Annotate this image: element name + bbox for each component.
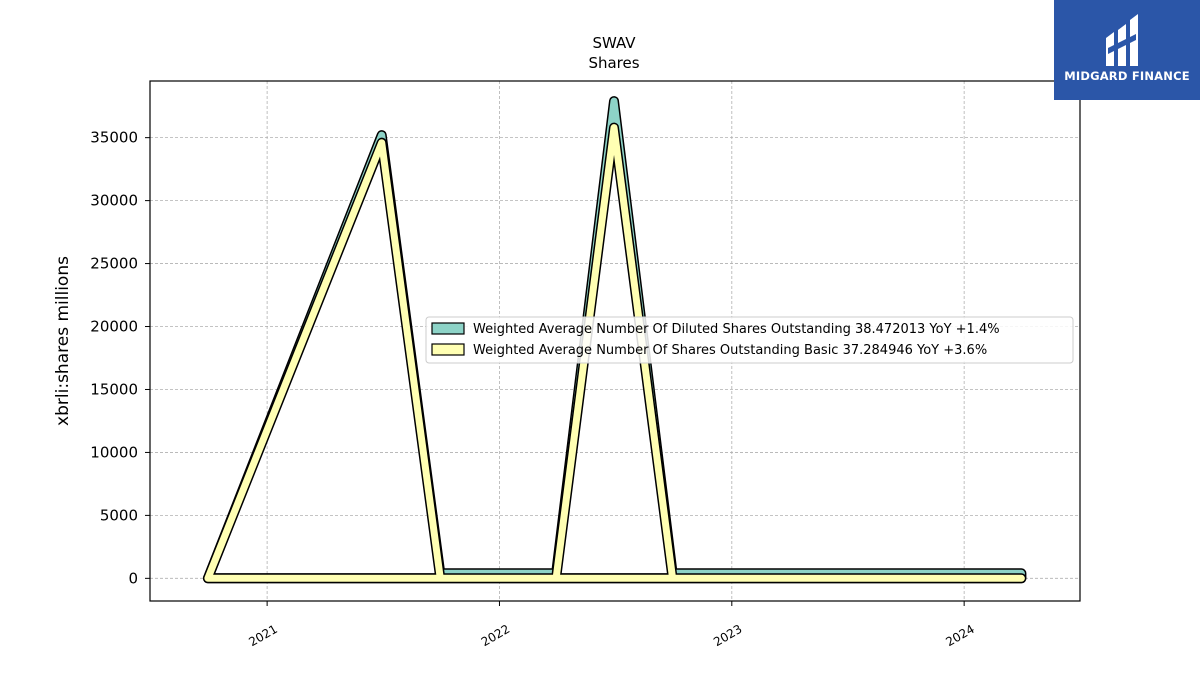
chart-subtitle: Shares bbox=[588, 54, 639, 72]
y-axis: 0 5000 10000 15000 20000 25000 30000 35000 bbox=[90, 129, 150, 587]
y-tick-label: 5000 bbox=[100, 506, 138, 524]
midgard-logo-icon bbox=[1106, 14, 1138, 66]
y-tick-label: 20000 bbox=[90, 318, 138, 336]
y-tick-label: 15000 bbox=[90, 380, 138, 398]
legend-swatch-1 bbox=[431, 322, 465, 335]
y-tick-label: 25000 bbox=[90, 255, 138, 273]
y-tick-label: 0 bbox=[128, 569, 138, 587]
chart-title: SWAV bbox=[592, 34, 636, 52]
y-tick-label: 30000 bbox=[90, 192, 138, 210]
plot-frame bbox=[149, 80, 1081, 602]
legend-swatch-2 bbox=[431, 343, 465, 356]
logo-brand-text: MIDGARD FINANCE bbox=[1064, 69, 1190, 83]
y-axis-label: xbrli:shares millions bbox=[53, 256, 73, 426]
y-tick-label: 10000 bbox=[90, 443, 138, 461]
y-tick-label: 35000 bbox=[90, 129, 138, 147]
legend: Weighted Average Number Of Diluted Share… bbox=[425, 316, 1074, 364]
legend-label-2: Weighted Average Number Of Shares Outsta… bbox=[473, 343, 987, 358]
legend-box bbox=[425, 316, 1074, 364]
x-tick-label: 2024 bbox=[943, 622, 976, 649]
midgard-finance-logo: MIDGARD FINANCE bbox=[1054, 0, 1200, 100]
x-axis: 2021 2022 2023 2024 bbox=[246, 601, 977, 649]
x-tick-label: 2022 bbox=[479, 622, 512, 649]
x-tick-label: 2021 bbox=[246, 622, 279, 649]
legend-label-1: Weighted Average Number Of Diluted Share… bbox=[473, 322, 1000, 337]
x-tick-label: 2023 bbox=[711, 622, 744, 649]
